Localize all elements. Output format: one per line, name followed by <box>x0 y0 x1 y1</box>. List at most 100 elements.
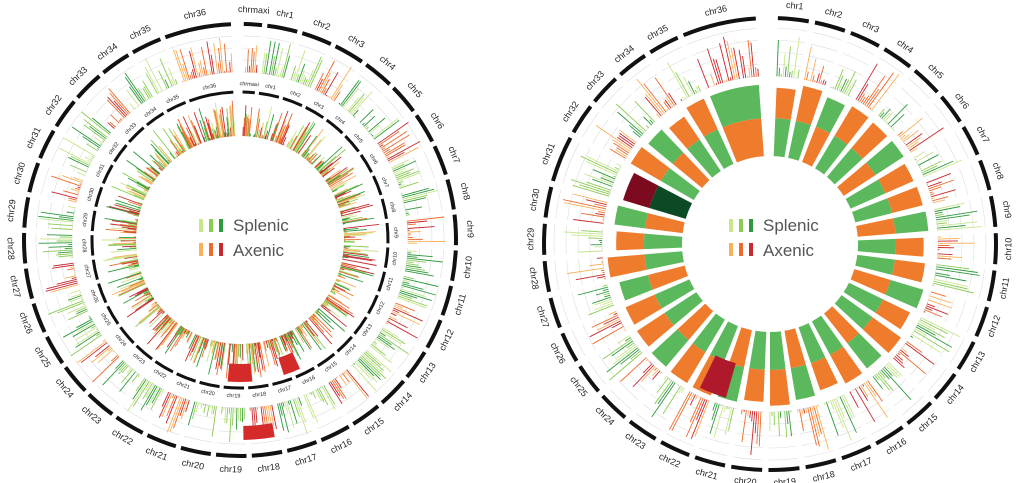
track-tick <box>144 289 150 294</box>
track-tick <box>211 122 217 140</box>
track-gridline <box>307 395 331 408</box>
track-tick <box>169 321 177 330</box>
track-tick <box>292 122 311 151</box>
track-gridline <box>144 61 170 74</box>
track-tick <box>877 372 894 391</box>
track-gridline <box>95 94 116 114</box>
track-tick <box>680 388 685 394</box>
track-tick <box>198 62 203 77</box>
track-tick <box>185 330 191 338</box>
track-tick <box>747 39 753 78</box>
inner-track-chr18 <box>245 342 266 378</box>
track-tick <box>331 182 348 192</box>
track-gridline <box>565 225 568 254</box>
outer-axis-label-chr22: chr22 <box>657 451 682 470</box>
track-tick <box>663 101 670 110</box>
track-tick <box>302 148 310 158</box>
track-tick <box>632 130 641 138</box>
track-tick <box>288 331 293 339</box>
track-tick <box>407 254 433 258</box>
track-tick <box>342 372 350 383</box>
track-tick <box>151 387 161 404</box>
track-tick <box>402 188 435 198</box>
outer-ideogram-chr18 <box>805 458 837 470</box>
track-tick <box>325 297 355 318</box>
track-tick <box>562 199 606 210</box>
track-tick <box>335 196 344 201</box>
outer-axis-label-chr26: chr26 <box>17 311 34 336</box>
inner-band-chr12 <box>850 269 891 295</box>
track-tick <box>295 74 300 82</box>
track-tick <box>742 55 747 78</box>
track-gridline <box>873 67 897 85</box>
track-tick <box>140 278 144 281</box>
track-tick <box>695 398 706 420</box>
track-tick <box>566 267 604 275</box>
track-tick <box>602 300 613 306</box>
track-tick <box>664 99 672 109</box>
track-tick <box>923 311 926 313</box>
inner-ideogram-chr24 <box>119 326 135 344</box>
track-tick <box>169 327 186 352</box>
track-tick <box>342 258 377 266</box>
track-tick <box>198 108 210 141</box>
track-gridline <box>169 35 232 49</box>
track-tick <box>396 170 420 181</box>
track-tick <box>175 49 187 82</box>
inner-ideogram-chr12 <box>367 294 379 315</box>
track-tick <box>588 304 614 316</box>
track-tick <box>594 298 612 306</box>
track-tick <box>192 336 204 364</box>
track-gridline <box>412 156 424 182</box>
track-tick <box>328 382 343 405</box>
inner-axis-label-chr14: chr14 <box>344 343 358 357</box>
track-tick <box>316 78 324 91</box>
track-tick <box>399 181 419 189</box>
outer-axis-label-chr23: chr23 <box>80 404 104 426</box>
track-tick <box>97 349 114 364</box>
inner-ideogram-chr35 <box>166 100 187 113</box>
track-tick <box>132 379 147 400</box>
track-gridline <box>123 407 149 423</box>
outer-band-chr26 <box>625 294 662 325</box>
track-tick <box>48 245 73 248</box>
track-tick <box>81 111 110 135</box>
track-tick <box>286 401 295 428</box>
track-tick <box>928 299 952 309</box>
track-tick <box>171 394 175 399</box>
track-tick <box>931 197 935 200</box>
track-tick <box>315 389 322 402</box>
outer-track-chr9 <box>934 202 982 231</box>
track-tick <box>196 338 207 367</box>
track-tick <box>879 112 885 118</box>
track-tick <box>897 352 901 356</box>
outer-ideogram-chr9 <box>988 195 998 228</box>
track-tick <box>275 131 280 143</box>
track-tick <box>190 120 202 144</box>
track-tick <box>309 59 323 88</box>
track-tick <box>118 206 140 214</box>
track-tick <box>69 164 87 173</box>
track-tick <box>406 257 443 263</box>
track-gridline <box>562 142 580 184</box>
track-tick <box>644 96 662 117</box>
outer-axis-label-chr13: chr13 <box>967 350 987 375</box>
track-tick <box>163 164 167 168</box>
track-tick <box>935 210 978 219</box>
track-tick <box>212 108 220 139</box>
track-tick <box>103 255 138 262</box>
outer-ideogram-chr22 <box>115 415 144 435</box>
track-tick <box>312 391 317 399</box>
track-tick <box>916 151 934 162</box>
track-tick <box>741 409 743 415</box>
track-tick <box>922 160 954 176</box>
outer-track-chr22 <box>668 391 710 439</box>
track-tick <box>276 120 286 143</box>
track-gridline <box>143 377 165 391</box>
outer-axis-label-chr29: chr29 <box>525 228 535 251</box>
track-tick <box>362 122 365 126</box>
track-tick <box>616 344 636 359</box>
track-tick <box>887 103 908 125</box>
track-gridline <box>970 164 981 193</box>
inner-track-chr11 <box>337 262 375 283</box>
